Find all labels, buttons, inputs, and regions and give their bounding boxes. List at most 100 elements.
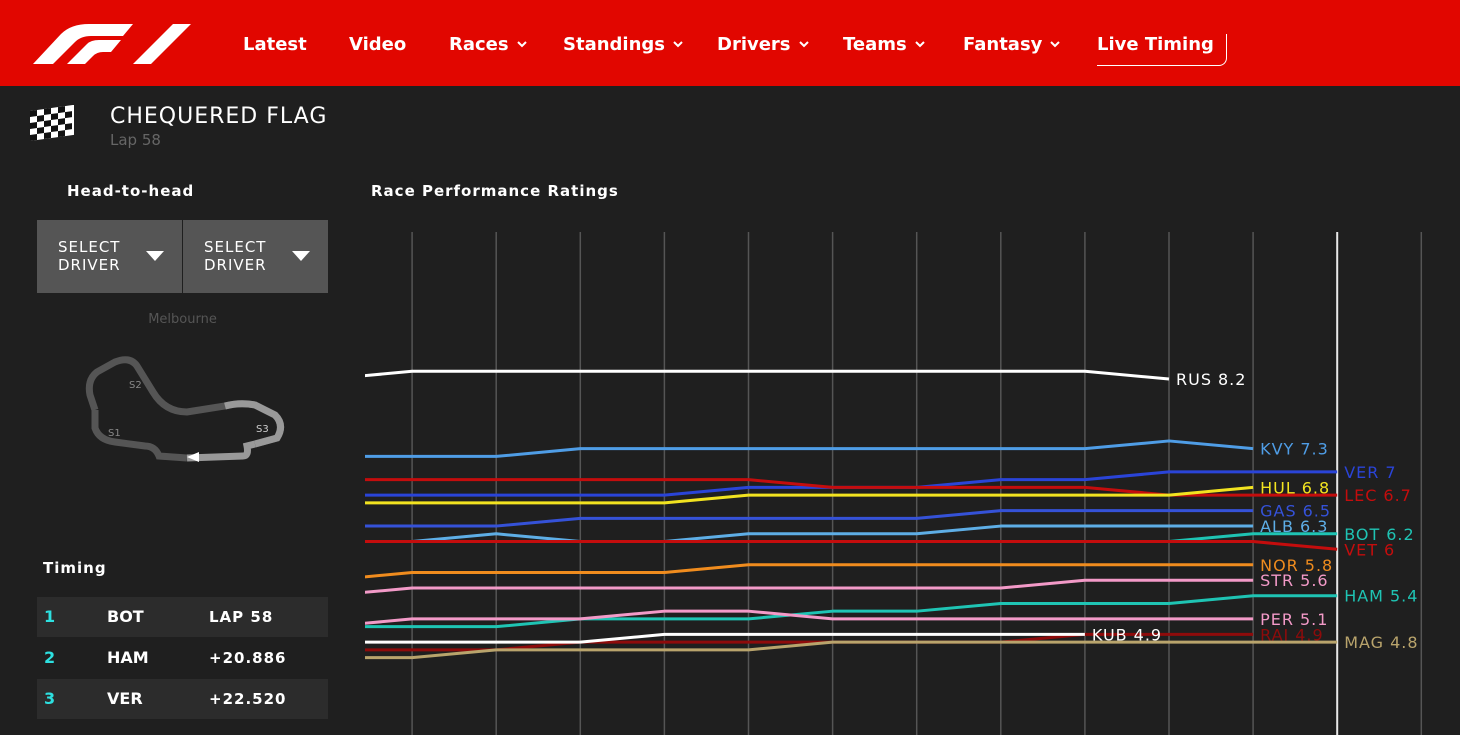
series-label: ALB 6.3 bbox=[1260, 517, 1328, 536]
series-label: VET 6 bbox=[1344, 540, 1395, 559]
series-name: KUB bbox=[1092, 625, 1128, 644]
series-label: MAG 4.8 bbox=[1344, 633, 1418, 652]
timing-row[interactable]: 2 HAM +20.886 bbox=[37, 638, 328, 678]
series-line bbox=[365, 439, 1254, 458]
series-line bbox=[365, 563, 1254, 579]
timing-pos: 3 bbox=[44, 689, 56, 708]
series-value: 6.5 bbox=[1303, 501, 1331, 520]
series-name: BOT bbox=[1344, 524, 1380, 543]
series-name: ALB bbox=[1260, 517, 1294, 536]
series-line bbox=[365, 609, 1254, 625]
nav-item[interactable]: Live Timing bbox=[1097, 34, 1227, 66]
series-line bbox=[365, 369, 1170, 381]
sector-label: S1 bbox=[108, 428, 121, 439]
series-label: LEC 6.7 bbox=[1344, 486, 1412, 505]
series-name: HUL bbox=[1260, 478, 1296, 497]
nav-label: Fantasy bbox=[963, 34, 1043, 55]
timing-gap: +20.886 bbox=[209, 649, 287, 667]
series-name: MAG bbox=[1344, 633, 1384, 652]
nav-item[interactable]: Latest bbox=[243, 34, 307, 55]
series-value: 5.6 bbox=[1300, 571, 1328, 590]
timing-pos: 1 bbox=[44, 607, 56, 626]
series-name: STR bbox=[1260, 571, 1294, 590]
status-lap: Lap 58 bbox=[110, 131, 161, 149]
select-driver-button[interactable]: SELECT DRIVER bbox=[37, 220, 182, 293]
nav-item[interactable]: Standings bbox=[563, 34, 683, 55]
series-line bbox=[365, 578, 1254, 594]
series-value: 6.8 bbox=[1302, 478, 1330, 497]
nav-item[interactable]: Teams bbox=[843, 34, 925, 55]
series-label: VER 7 bbox=[1344, 462, 1396, 481]
chart: RUS 8.2 KVY 7.3 VER 7 LEC 6.7 HUL 6.8 GAS 6.5 ALB 6.3… bbox=[365, 232, 1423, 735]
timing-gap: +22.520 bbox=[209, 690, 287, 708]
nav-item[interactable]: Video bbox=[349, 34, 407, 55]
status-title: CHEQUERED FLAG bbox=[110, 104, 328, 129]
section-title: Head-to-head bbox=[67, 182, 195, 200]
series-value: 6 bbox=[1384, 540, 1395, 559]
series-name: RAI bbox=[1260, 625, 1289, 644]
nav-label: Races bbox=[449, 34, 509, 55]
series-name: LEC bbox=[1344, 486, 1377, 505]
timing-driver: BOT bbox=[107, 607, 144, 626]
series-line bbox=[365, 540, 1338, 551]
select-driver-button[interactable]: SELECT DRIVER bbox=[183, 220, 328, 293]
series-name: RUS bbox=[1176, 370, 1212, 389]
sector-label: S2 bbox=[129, 380, 142, 391]
chequered-flag-icon bbox=[30, 105, 74, 141]
series-name: VET bbox=[1344, 540, 1378, 559]
series-line bbox=[365, 485, 1254, 505]
series-value: 8.2 bbox=[1218, 370, 1246, 389]
top-nav: Latest Video Races Standings Drivers Tea… bbox=[0, 0, 1460, 86]
series-label: PER 5.1 bbox=[1260, 609, 1328, 628]
nav-label: Standings bbox=[563, 34, 665, 55]
series-value: 4.8 bbox=[1390, 633, 1418, 652]
series-label: RUS 8.2 bbox=[1176, 370, 1246, 389]
nav-item[interactable]: Drivers bbox=[717, 34, 809, 55]
section-title: Timing bbox=[43, 559, 107, 577]
series-name: GAS bbox=[1260, 501, 1297, 520]
series-value: 6.7 bbox=[1383, 486, 1411, 505]
series-label: KUB 4.9 bbox=[1092, 625, 1162, 644]
series-value: 5.4 bbox=[1390, 586, 1418, 605]
timing-row[interactable]: 3 VER +22.520 bbox=[37, 679, 328, 719]
series-label: HUL 6.8 bbox=[1260, 478, 1330, 497]
labels: RUS 8.2 KVY 7.3 VER 7 LEC 6.7 HUL 6.8 GAS 6.5 ALB 6.3… bbox=[1092, 370, 1418, 652]
series-line bbox=[365, 594, 1338, 629]
timing-driver: VER bbox=[107, 689, 143, 708]
series-label: RAI 4.9 bbox=[1260, 625, 1324, 644]
series-label: BOT 6.2 bbox=[1344, 524, 1415, 543]
series-name: PER bbox=[1260, 609, 1294, 628]
series-label: GAS 6.5 bbox=[1260, 501, 1331, 520]
series-name: NOR bbox=[1260, 555, 1299, 574]
series-value: 5.1 bbox=[1300, 609, 1328, 628]
grid bbox=[411, 232, 1423, 735]
series-value: 4.9 bbox=[1134, 625, 1162, 644]
series-value: 6.2 bbox=[1386, 524, 1414, 543]
timing-pos: 2 bbox=[44, 648, 56, 667]
button-label: SELECT DRIVER bbox=[204, 238, 267, 274]
timing-driver: HAM bbox=[107, 648, 149, 667]
series-value: 4.9 bbox=[1295, 625, 1323, 644]
nav-item[interactable]: Races bbox=[449, 34, 527, 55]
series-name: HAM bbox=[1344, 586, 1384, 605]
timing-row[interactable]: 1 BOT LAP 58 bbox=[37, 597, 328, 637]
series-name: VER bbox=[1344, 462, 1379, 481]
series-value: 6.3 bbox=[1300, 517, 1328, 536]
series-value: 5.8 bbox=[1305, 555, 1333, 574]
f1-logo bbox=[33, 24, 191, 64]
nav-label: Teams bbox=[843, 34, 907, 55]
nav-item[interactable]: Fantasy bbox=[963, 34, 1061, 55]
button-label: SELECT DRIVER bbox=[58, 238, 121, 274]
series-line bbox=[365, 632, 1085, 644]
series-label: KVY 7.3 bbox=[1260, 439, 1329, 458]
series-label: HAM 5.4 bbox=[1344, 586, 1418, 605]
chart-title: Race Performance Ratings bbox=[371, 182, 619, 200]
series-name: KVY bbox=[1260, 439, 1294, 458]
series-value: 7 bbox=[1385, 462, 1396, 481]
sector-label: S3 bbox=[256, 424, 269, 435]
timing-gap: LAP 58 bbox=[209, 608, 274, 626]
series-label: NOR 5.8 bbox=[1260, 555, 1333, 574]
track-map: S2 S1 S3 bbox=[85, 356, 284, 462]
track-name: Melbourne bbox=[148, 312, 217, 327]
